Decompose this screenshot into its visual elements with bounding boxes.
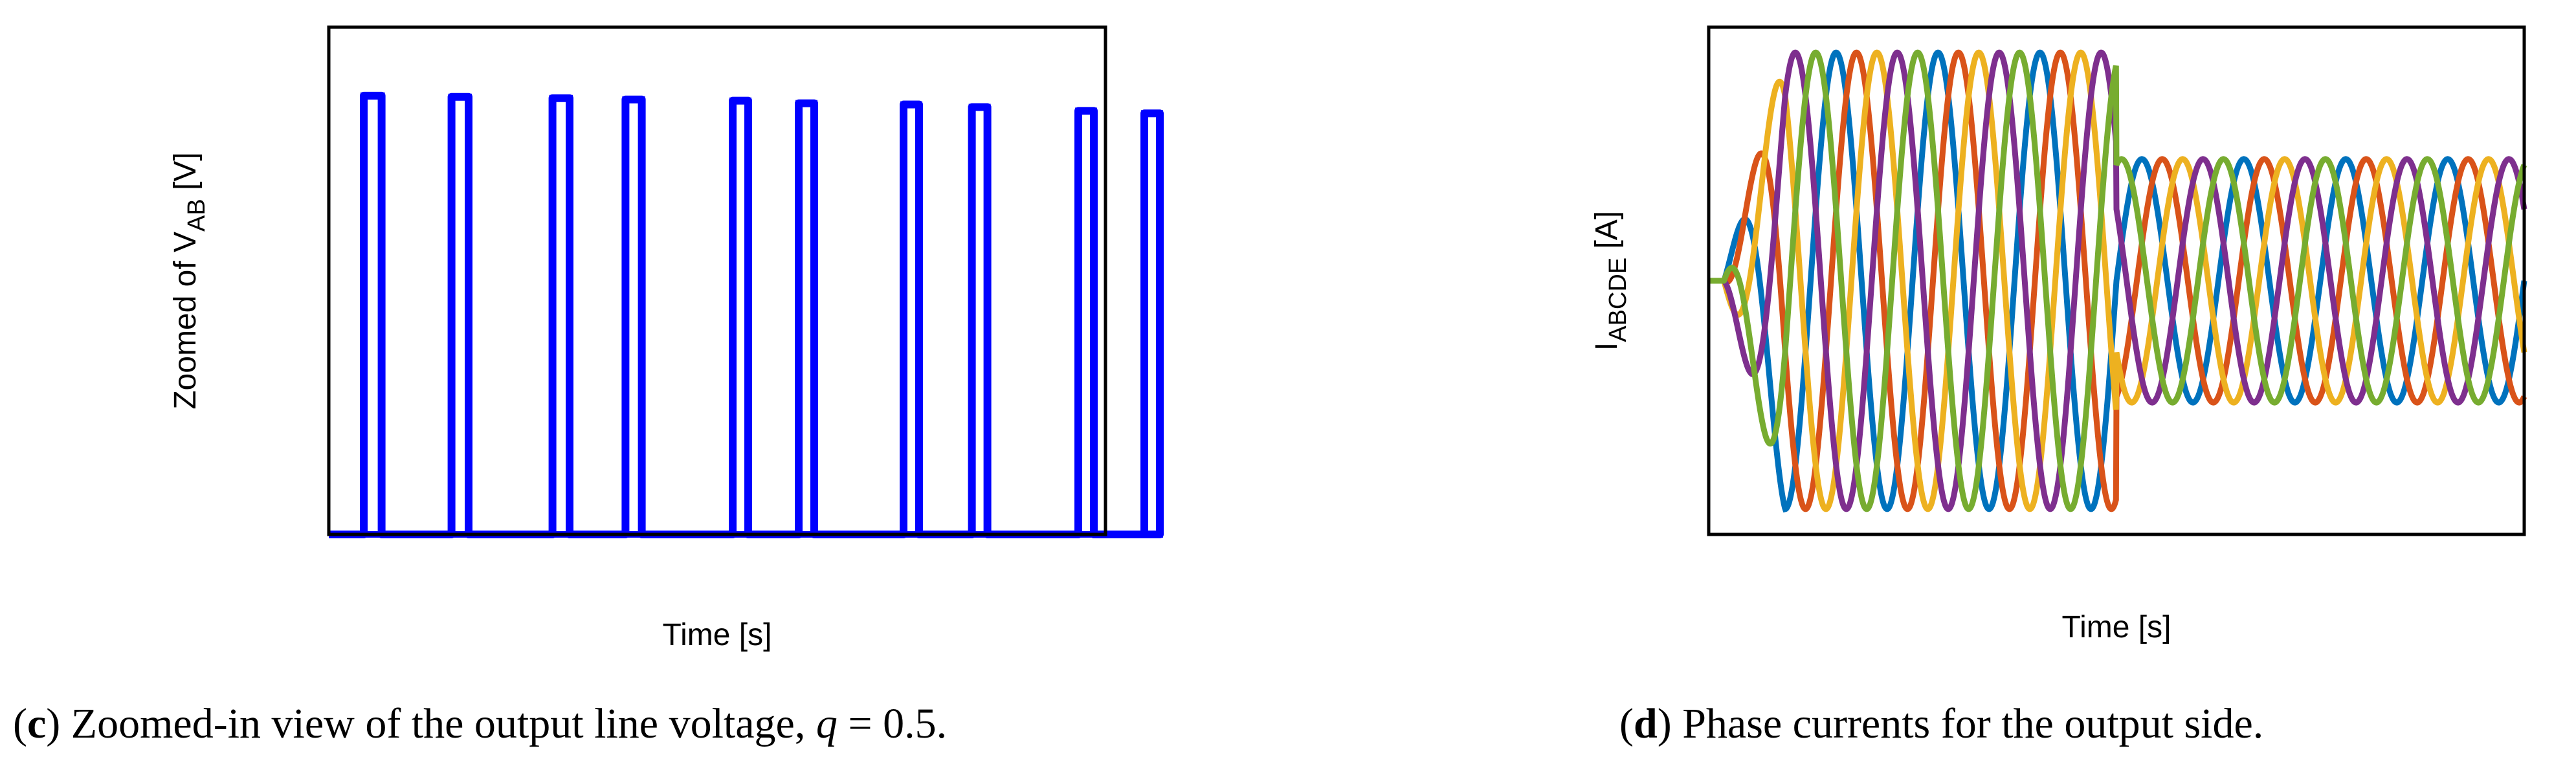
chart-c-pulse [549, 94, 573, 538]
chart-c-pulse [729, 97, 751, 538]
chart-c-plot-area [329, 91, 1164, 538]
chart-d-plot-area [1709, 49, 2527, 513]
chart-d-x-axis-label: Time [s] [2062, 610, 2171, 644]
chart-c-pulse [1075, 107, 1097, 538]
chart-c: Time [s] Zoomed of VAB [V] (c) Zoomed-in… [13, 25, 1164, 747]
chart-c-axes-frame [327, 25, 1107, 536]
chart-d-series-line-5 [1709, 49, 2527, 512]
chart-d-series-line-4 [1709, 49, 2527, 512]
chart-d-axes-frame [1707, 25, 2526, 536]
chart-d: Time [s] IABCDE [A] (d) Phase currents f… [1590, 25, 2527, 747]
chart-c-x-axis-label: Time [s] [663, 618, 772, 652]
chart-c-pulse [448, 93, 472, 538]
chart-c-pulse [361, 92, 385, 538]
chart-c-pulse [900, 101, 922, 538]
chart-d-series-line-1 [1709, 49, 2527, 513]
chart-c-pulse [968, 104, 991, 538]
chart-c-pulse [795, 100, 817, 538]
chart-d-series-line-3 [1709, 49, 2527, 512]
chart-c-y-axis-label: Zoomed of VAB [V] [168, 152, 210, 410]
chart-c-pulse [622, 96, 645, 538]
chart-c-pulse [1141, 110, 1163, 538]
chart-c-caption: (c) Zoomed-in view of the output line vo… [13, 700, 947, 747]
chart-d-y-axis-label: IABCDE [A] [1590, 211, 1632, 351]
chart-d-caption: (d) Phase currents for the output side. [1619, 700, 2263, 747]
